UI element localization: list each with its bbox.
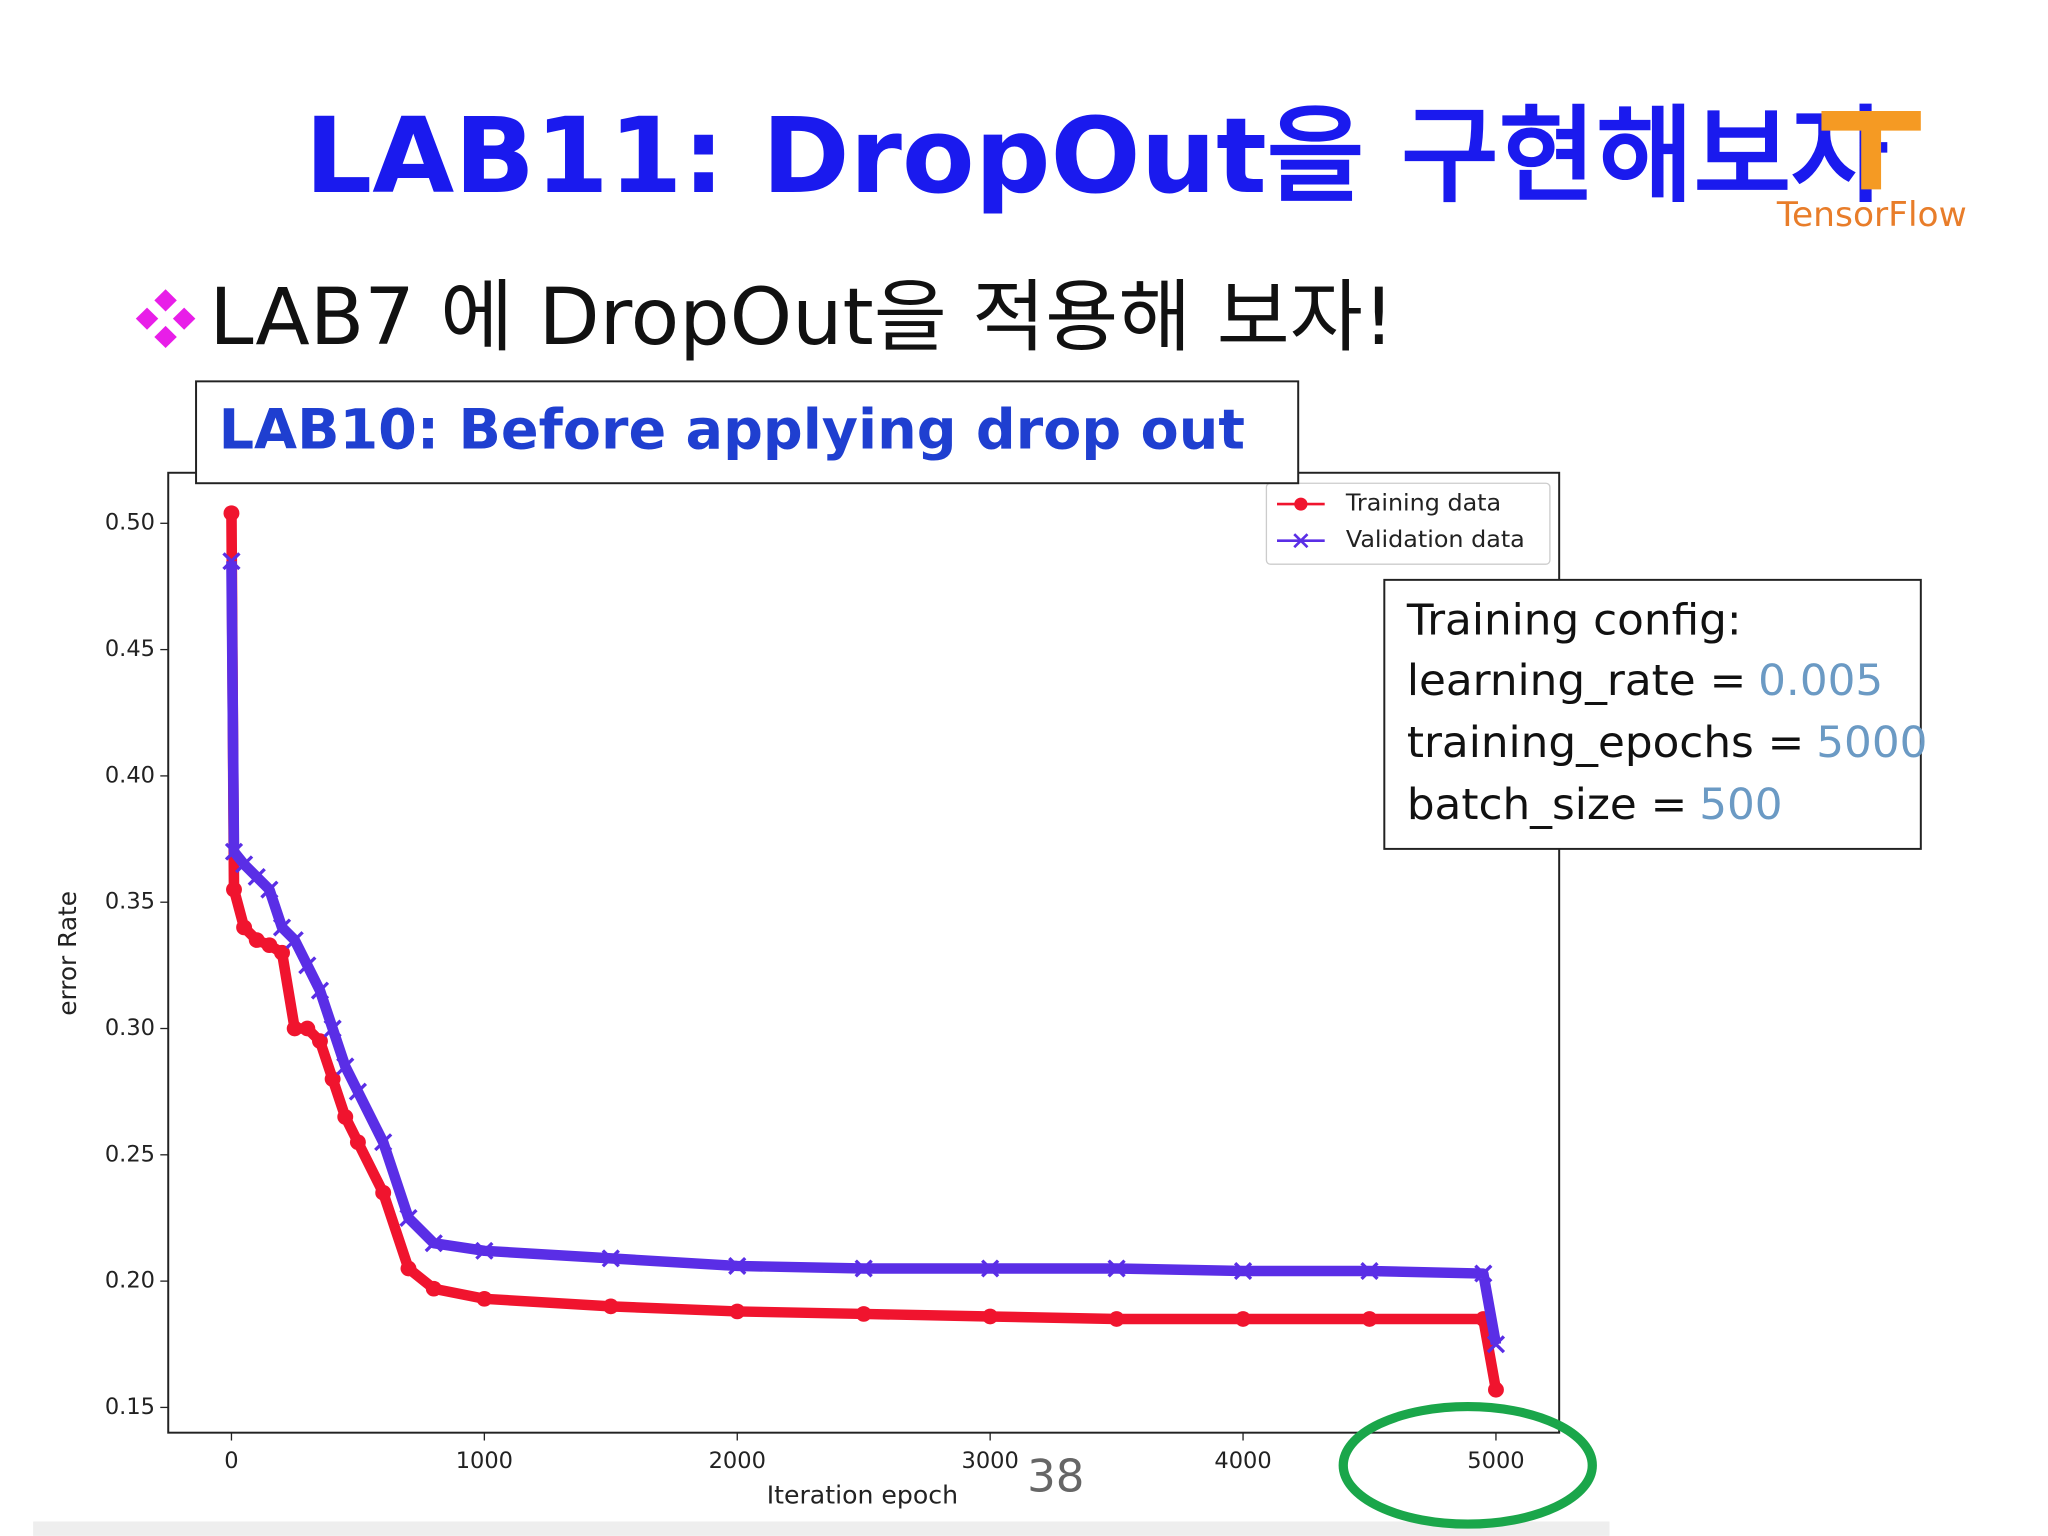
legend-label: Validation data (1346, 525, 1525, 553)
point-marker (298, 956, 317, 975)
point-marker (312, 1033, 328, 1049)
point-marker (424, 1234, 443, 1253)
point-marker (260, 880, 279, 899)
point-marker (299, 1020, 316, 1037)
page-number: 38 (1027, 1450, 1084, 1503)
config-value: 5000 (1816, 718, 1927, 768)
point-marker (399, 1208, 418, 1227)
slide-content: LAB11: DropOut을 구현해보자 TensorFlow LAB7 에 … (33, 95, 1967, 1536)
x-axis-label: Iteration epoch (767, 1481, 958, 1510)
point-marker (1474, 1264, 1493, 1283)
caption-box (195, 380, 1300, 485)
y-tick-label: 0.30 (105, 1015, 155, 1041)
point-marker (475, 1241, 494, 1260)
point-marker (323, 1019, 342, 1038)
point-marker (222, 552, 241, 571)
point-marker (337, 1109, 354, 1125)
config-key: learning_rate = (1407, 656, 1746, 706)
config-key: batch_size = (1407, 780, 1687, 830)
point-marker (854, 1259, 873, 1278)
series-line (226, 561, 1502, 1346)
point-marker (602, 1298, 619, 1315)
point-marker (261, 937, 278, 953)
legend-marker (1293, 533, 1309, 549)
config-value: 0.005 (1758, 656, 1883, 706)
logo-text: TensorFlow (1776, 195, 1967, 235)
x-tick-label: 3000 (961, 1448, 1018, 1474)
bottom-strip (33, 1521, 1610, 1536)
point-marker (274, 944, 290, 961)
plot-frame (167, 471, 1561, 1434)
series-line (226, 513, 1502, 1391)
x-tick-label: 1000 (456, 1448, 513, 1474)
config-key: training_epochs = (1407, 718, 1804, 768)
point-marker (425, 1280, 442, 1297)
legend-label: Training data (1345, 489, 1501, 517)
point-marker (285, 931, 304, 950)
point-marker (223, 505, 240, 522)
point-marker (1360, 1262, 1379, 1281)
point-marker (1361, 1311, 1378, 1327)
point-marker (226, 881, 242, 898)
point-marker (982, 1308, 999, 1325)
y-tick-label: 0.50 (105, 510, 155, 536)
point-marker (374, 1133, 393, 1152)
point-marker (981, 1259, 1000, 1278)
point-marker (728, 1256, 747, 1275)
slide-title: LAB11: DropOut을 구현해보자 (305, 95, 1889, 217)
point-marker (729, 1303, 746, 1320)
y-axis-label: error Rate (53, 891, 82, 1016)
point-marker (336, 1057, 355, 1076)
x-tick-label: 2000 (709, 1448, 766, 1474)
point-marker (1108, 1311, 1125, 1327)
point-marker (348, 1082, 368, 1101)
y-tick-label: 0.40 (105, 762, 155, 788)
bullet-icon (135, 289, 196, 349)
y-tick-label: 0.25 (105, 1141, 155, 1167)
point-marker (400, 1260, 417, 1277)
point-marker (1487, 1381, 1504, 1398)
y-tick-label: 0.20 (105, 1268, 155, 1294)
config-box (1383, 578, 1922, 850)
config-value: 500 (1699, 780, 1782, 830)
point-marker (324, 1071, 341, 1087)
config-heading: Training config: (1406, 596, 1742, 646)
legend-marker (1294, 497, 1308, 511)
point-marker (349, 1134, 366, 1151)
point-marker (248, 932, 265, 948)
x-tick-label: 5000 (1467, 1448, 1524, 1474)
point-marker (1233, 1262, 1253, 1281)
bullet-text: LAB7 에 DropOut을 적용해 보자! (209, 271, 1394, 362)
point-marker (1235, 1311, 1251, 1327)
x-tick-label: 4000 (1214, 1448, 1271, 1474)
y-tick-label: 0.45 (105, 636, 155, 662)
point-marker (224, 842, 244, 861)
highlight-ellipse (1338, 1401, 1597, 1529)
point-marker (236, 919, 253, 936)
point-marker (601, 1249, 620, 1268)
x-tick-label: 0 (224, 1448, 238, 1474)
config-line: learning_rate = 0.005 (1407, 656, 1883, 706)
config-line: training_epochs = 5000 (1407, 718, 1928, 768)
point-marker (310, 981, 330, 1000)
point-marker (1486, 1335, 1506, 1354)
point-marker (375, 1184, 392, 1201)
point-marker (855, 1306, 872, 1322)
legend-box (1265, 482, 1551, 565)
y-tick-label: 0.35 (105, 889, 155, 915)
caption: LAB10: Before applying drop out (219, 399, 1245, 463)
y-tick-label: 0.15 (105, 1394, 155, 1420)
point-marker (286, 1020, 303, 1037)
plot: 0.15 0.20 0.25 0.30 0.35 0.40 0.45 0.50 0 1000 200… (53, 482, 1551, 1510)
point-marker (476, 1290, 493, 1307)
config-line: batch_size = 500 (1407, 780, 1783, 830)
point-marker (1107, 1259, 1126, 1278)
